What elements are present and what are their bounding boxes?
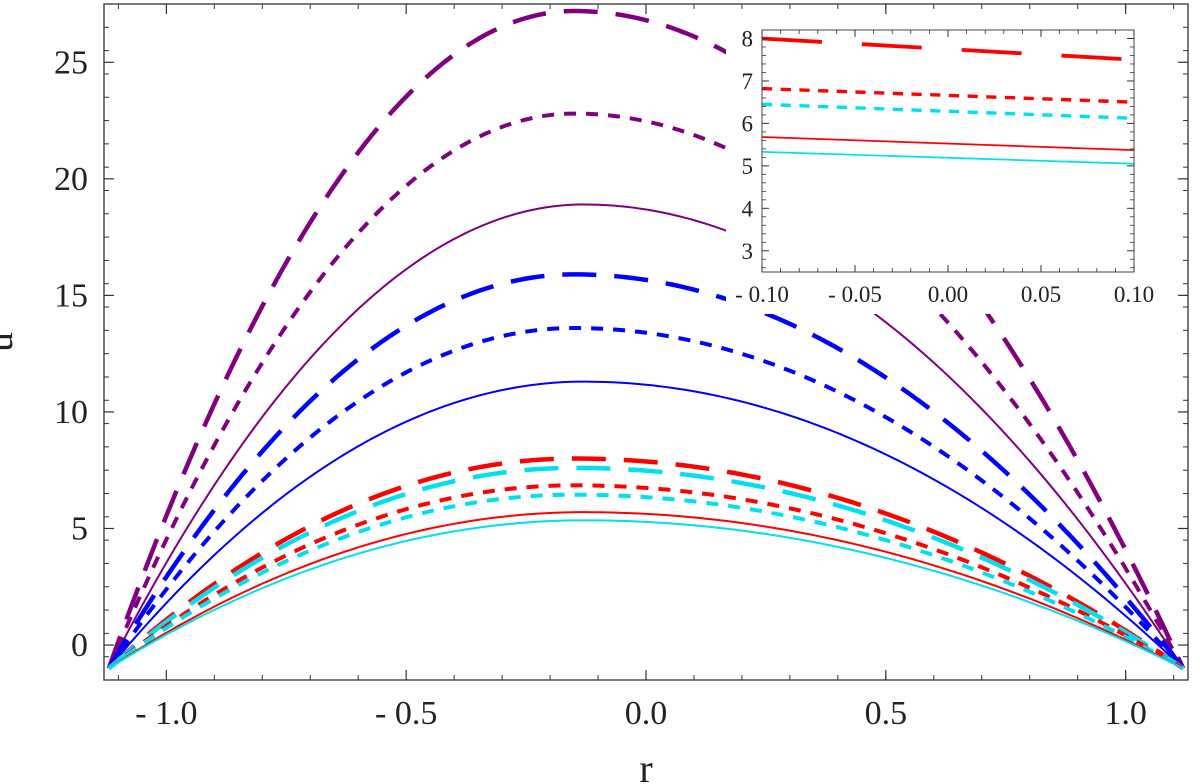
inset-chart: - 0.10 - 0.05 0.00 0.05 0.10 3 4 5 6 7 8	[726, 22, 1154, 314]
inset-series-1-line	[761, 36, 1135, 62]
y-tick-label: 25	[54, 44, 88, 81]
y-tick-label: 0	[71, 627, 88, 664]
main-axes: - 1.0 - 0.5 0.0 0.5 1.0 0 5 10 15 20 25 r u	[0, 3, 1189, 784]
y-tick-label: 10	[54, 394, 88, 431]
series-11-line	[108, 511, 1184, 670]
inset-y-tick-label: 7	[742, 69, 754, 94]
y-tick-label: 20	[54, 161, 88, 198]
y-tick-label: 15	[54, 277, 88, 314]
inset-series-3-line	[761, 102, 1135, 121]
series-2-line	[106, 111, 1185, 670]
y-tick-label: 5	[71, 510, 88, 547]
x-tick-label: 1.0	[1104, 695, 1147, 732]
inset-x-tick-label: - 0.10	[735, 282, 789, 307]
inset-y-tick-label: 8	[742, 26, 754, 51]
y-axis-label: u	[0, 332, 21, 352]
series-10-line	[107, 492, 1185, 671]
inset-series-5-line	[761, 150, 1135, 165]
inset-series-4-line	[761, 136, 1135, 152]
main-curves	[106, 8, 1186, 671]
series-1-line	[106, 8, 1186, 670]
inset-x-tick-label: 0.00	[928, 282, 968, 307]
series-12-line	[108, 519, 1184, 670]
inset-background	[726, 22, 1152, 314]
x-tick-label: - 1.0	[135, 695, 197, 732]
inset-y-tick-label: 4	[742, 196, 754, 221]
inset-x-tick-label: 0.10	[1114, 282, 1154, 307]
x-axis-label: r	[639, 746, 652, 784]
series-7-line	[107, 456, 1185, 671]
inset-series-2-line	[761, 86, 1135, 104]
x-tick-label: 0.5	[865, 695, 908, 732]
series-5-line	[107, 326, 1185, 670]
inset-x-tick-label: 0.05	[1021, 282, 1061, 307]
inset-x-tick-label: - 0.05	[828, 282, 882, 307]
series-8-line	[107, 465, 1185, 671]
inset-y-tick-label: 6	[742, 111, 754, 136]
x-tick-label: 0.0	[625, 695, 668, 732]
x-tick-label: - 0.5	[375, 695, 437, 732]
series-6-line	[108, 380, 1184, 670]
series-4-line	[106, 272, 1185, 670]
series-3-line	[107, 203, 1185, 669]
inset-y-tick-label: 5	[742, 154, 754, 179]
series-9-line	[107, 483, 1185, 671]
inset-y-tick-label: 3	[742, 239, 754, 264]
